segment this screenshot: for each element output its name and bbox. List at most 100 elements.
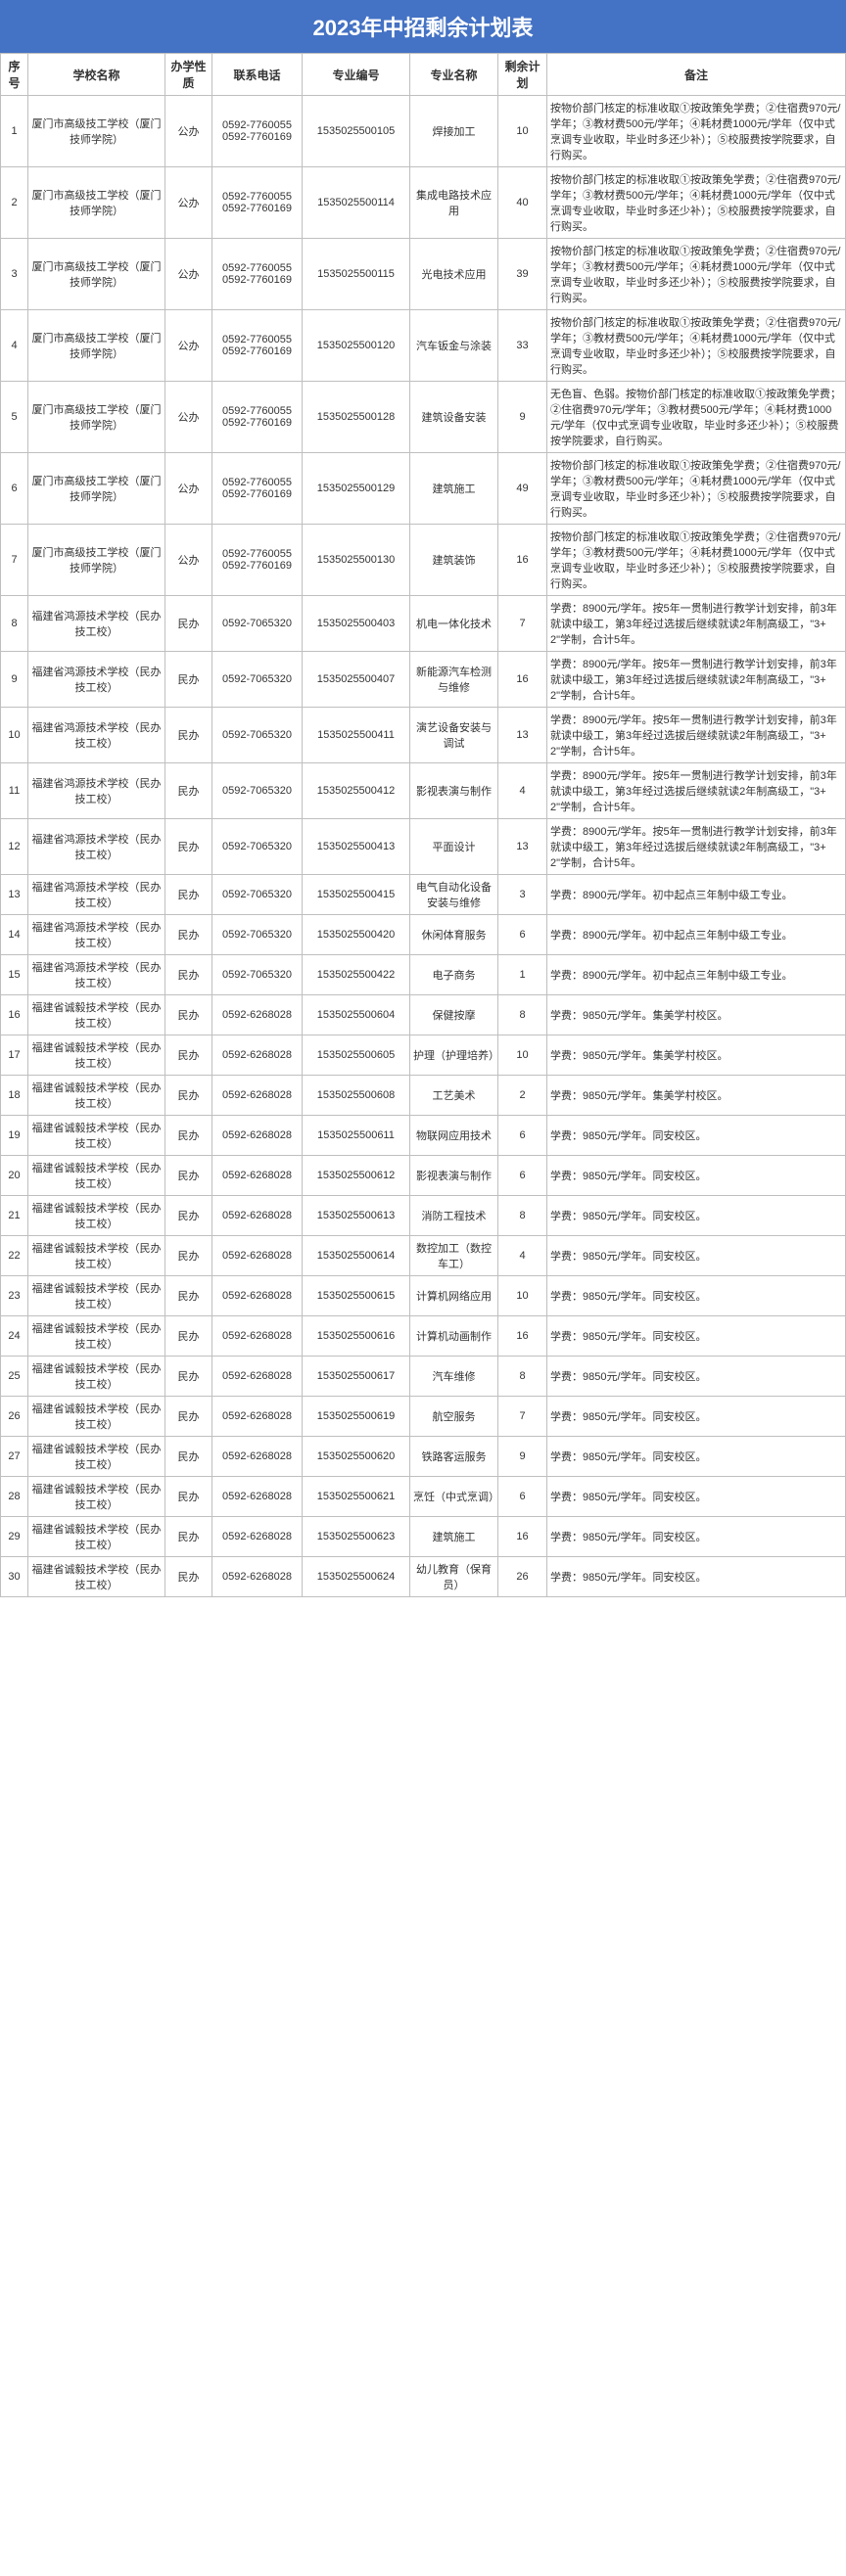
- cell-major: 光电技术应用: [410, 239, 498, 310]
- table-row: 14福建省鸿源技术学校（民办技工校）民办0592-706532015350255…: [1, 915, 846, 955]
- cell-major: 烹饪（中式烹调）: [410, 1477, 498, 1517]
- cell-idx: 28: [1, 1477, 28, 1517]
- cell-major: 焊接加工: [410, 96, 498, 167]
- cell-code: 1535025500605: [303, 1035, 410, 1076]
- cell-phone: 0592-6268028: [212, 1397, 303, 1437]
- cell-note: 学费：8900元/学年。按5年一贯制进行教学计划安排，前3年就读中级工，第3年经…: [547, 652, 846, 708]
- table-row: 27福建省诚毅技术学校（民办技工校）民办0592-626802815350255…: [1, 1437, 846, 1477]
- cell-school: 福建省鸿源技术学校（民办技工校）: [28, 915, 165, 955]
- cell-phone: 0592-6268028: [212, 1557, 303, 1597]
- cell-remain: 6: [498, 1156, 547, 1196]
- table-row: 17福建省诚毅技术学校（民办技工校）民办0592-626802815350255…: [1, 1035, 846, 1076]
- cell-school: 福建省诚毅技术学校（民办技工校）: [28, 1437, 165, 1477]
- cell-note: 学费：9850元/学年。同安校区。: [547, 1357, 846, 1397]
- cell-major: 建筑设备安装: [410, 382, 498, 453]
- cell-code: 1535025500105: [303, 96, 410, 167]
- cell-remain: 26: [498, 1557, 547, 1597]
- cell-code: 1535025500613: [303, 1196, 410, 1236]
- cell-idx: 25: [1, 1357, 28, 1397]
- cell-major: 铁路客运服务: [410, 1437, 498, 1477]
- cell-major: 幼儿教育（保育员）: [410, 1557, 498, 1597]
- cell-code: 1535025500114: [303, 167, 410, 239]
- cell-remain: 7: [498, 1397, 547, 1437]
- cell-remain: 4: [498, 763, 547, 819]
- cell-phone: 0592-7760055 0592-7760169: [212, 239, 303, 310]
- cell-note: 学费：8900元/学年。初中起点三年制中级工专业。: [547, 915, 846, 955]
- cell-code: 1535025500608: [303, 1076, 410, 1116]
- cell-code: 1535025500604: [303, 995, 410, 1035]
- cell-major: 汽车钣金与涂装: [410, 310, 498, 382]
- cell-phone: 0592-6268028: [212, 1076, 303, 1116]
- table-row: 13福建省鸿源技术学校（民办技工校）民办0592-706532015350255…: [1, 875, 846, 915]
- cell-major: 电子商务: [410, 955, 498, 995]
- cell-remain: 13: [498, 819, 547, 875]
- cell-phone: 0592-6268028: [212, 1116, 303, 1156]
- cell-nature: 民办: [165, 1357, 212, 1397]
- cell-school: 福建省诚毅技术学校（民办技工校）: [28, 1517, 165, 1557]
- cell-idx: 4: [1, 310, 28, 382]
- cell-code: 1535025500612: [303, 1156, 410, 1196]
- table-row: 1厦门市高级技工学校（厦门技师学院）公办0592-7760055 0592-77…: [1, 96, 846, 167]
- plan-table: 序号 学校名称 办学性质 联系电话 专业编号 专业名称 剩余计划 备注 1厦门市…: [0, 53, 846, 1597]
- cell-note: 按物价部门核定的标准收取①按政策免学费；②住宿费970元/学年；③教材费500元…: [547, 453, 846, 525]
- page-title: 2023年中招剩余计划表: [0, 0, 846, 53]
- cell-nature: 民办: [165, 819, 212, 875]
- cell-note: 学费：9850元/学年。同安校区。: [547, 1196, 846, 1236]
- cell-code: 1535025500619: [303, 1397, 410, 1437]
- table-row: 6厦门市高级技工学校（厦门技师学院）公办0592-7760055 0592-77…: [1, 453, 846, 525]
- cell-note: 学费：8900元/学年。初中起点三年制中级工专业。: [547, 955, 846, 995]
- cell-phone: 0592-7065320: [212, 875, 303, 915]
- col-header-nature: 办学性质: [165, 54, 212, 96]
- cell-code: 1535025500120: [303, 310, 410, 382]
- cell-school: 厦门市高级技工学校（厦门技师学院）: [28, 525, 165, 596]
- col-header-code: 专业编号: [303, 54, 410, 96]
- cell-school: 福建省鸿源技术学校（民办技工校）: [28, 819, 165, 875]
- cell-idx: 22: [1, 1236, 28, 1276]
- table-row: 4厦门市高级技工学校（厦门技师学院）公办0592-7760055 0592-77…: [1, 310, 846, 382]
- cell-remain: 33: [498, 310, 547, 382]
- cell-school: 福建省鸿源技术学校（民办技工校）: [28, 596, 165, 652]
- table-row: 20福建省诚毅技术学校（民办技工校）民办0592-626802815350255…: [1, 1156, 846, 1196]
- cell-nature: 民办: [165, 1116, 212, 1156]
- cell-remain: 16: [498, 652, 547, 708]
- cell-note: 学费：9850元/学年。同安校区。: [547, 1276, 846, 1316]
- col-header-school: 学校名称: [28, 54, 165, 96]
- cell-phone: 0592-6268028: [212, 1316, 303, 1357]
- cell-school: 福建省诚毅技术学校（民办技工校）: [28, 1397, 165, 1437]
- cell-note: 按物价部门核定的标准收取①按政策免学费；②住宿费970元/学年；③教材费500元…: [547, 525, 846, 596]
- cell-idx: 6: [1, 453, 28, 525]
- cell-idx: 26: [1, 1397, 28, 1437]
- cell-note: 学费：9850元/学年。集美学村校区。: [547, 1076, 846, 1116]
- cell-major: 演艺设备安装与调试: [410, 708, 498, 763]
- cell-school: 福建省鸿源技术学校（民办技工校）: [28, 652, 165, 708]
- cell-code: 1535025500413: [303, 819, 410, 875]
- cell-nature: 民办: [165, 763, 212, 819]
- cell-note: 学费：8900元/学年。按5年一贯制进行教学计划安排，前3年就读中级工，第3年经…: [547, 763, 846, 819]
- cell-idx: 30: [1, 1557, 28, 1597]
- cell-note: 学费：8900元/学年。按5年一贯制进行教学计划安排，前3年就读中级工，第3年经…: [547, 708, 846, 763]
- cell-note: 学费：8900元/学年。初中起点三年制中级工专业。: [547, 875, 846, 915]
- cell-phone: 0592-7065320: [212, 652, 303, 708]
- cell-remain: 3: [498, 875, 547, 915]
- cell-idx: 20: [1, 1156, 28, 1196]
- cell-note: 学费：8900元/学年。按5年一贯制进行教学计划安排，前3年就读中级工，第3年经…: [547, 596, 846, 652]
- cell-note: 学费：8900元/学年。按5年一贯制进行教学计划安排，前3年就读中级工，第3年经…: [547, 819, 846, 875]
- cell-nature: 民办: [165, 1076, 212, 1116]
- cell-nature: 民办: [165, 1477, 212, 1517]
- table-row: 26福建省诚毅技术学校（民办技工校）民办0592-626802815350255…: [1, 1397, 846, 1437]
- cell-remain: 8: [498, 1196, 547, 1236]
- cell-remain: 10: [498, 1035, 547, 1076]
- cell-phone: 0592-7065320: [212, 819, 303, 875]
- cell-idx: 21: [1, 1196, 28, 1236]
- cell-school: 福建省鸿源技术学校（民办技工校）: [28, 875, 165, 915]
- cell-major: 机电一体化技术: [410, 596, 498, 652]
- cell-code: 1535025500412: [303, 763, 410, 819]
- cell-remain: 6: [498, 1477, 547, 1517]
- cell-remain: 16: [498, 525, 547, 596]
- cell-idx: 13: [1, 875, 28, 915]
- cell-school: 福建省诚毅技术学校（民办技工校）: [28, 1076, 165, 1116]
- cell-school: 福建省诚毅技术学校（民办技工校）: [28, 1316, 165, 1357]
- cell-nature: 民办: [165, 708, 212, 763]
- cell-phone: 0592-7760055 0592-7760169: [212, 382, 303, 453]
- cell-idx: 15: [1, 955, 28, 995]
